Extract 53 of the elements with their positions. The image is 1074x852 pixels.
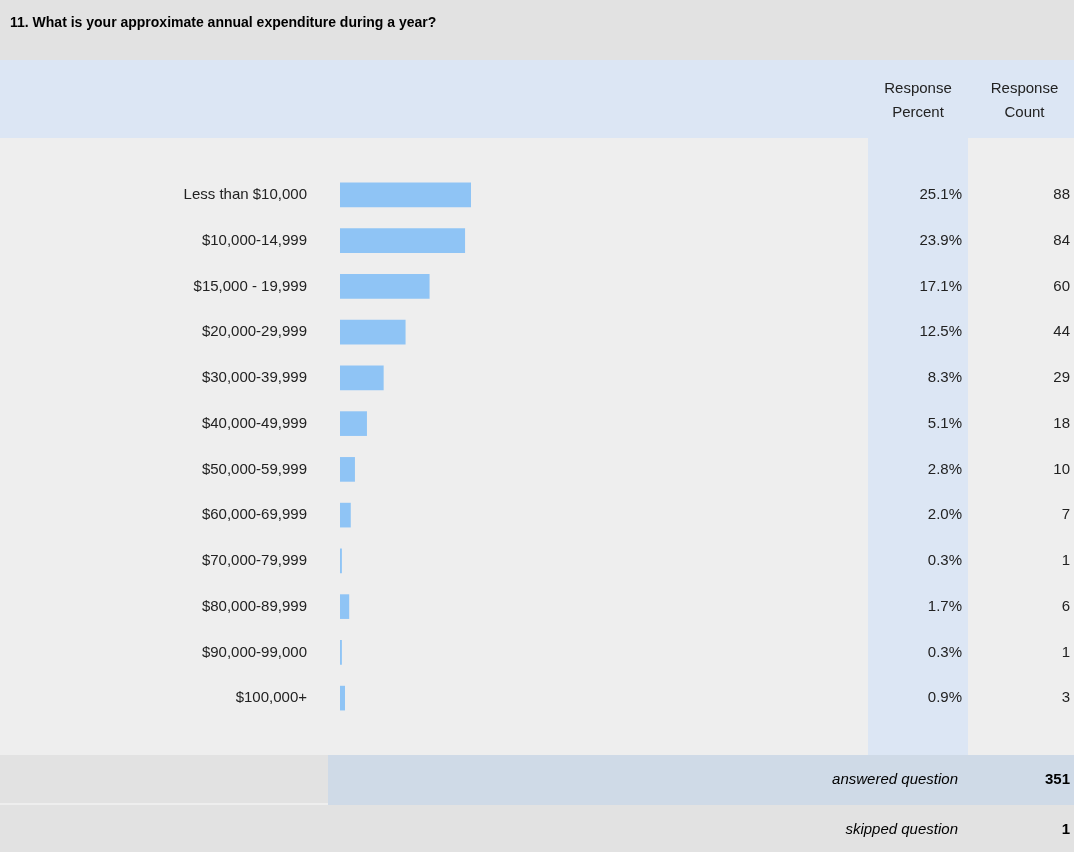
- bar: [340, 274, 430, 299]
- data-label: 0.3%: [927, 551, 962, 569]
- y-tick-label: $10,000-14,999: [201, 230, 307, 248]
- text: answered question: [832, 769, 958, 789]
- text: 29: [1053, 368, 1070, 386]
- text: 10: [1053, 459, 1070, 477]
- bar: [340, 228, 466, 253]
- bar: [340, 594, 350, 619]
- data-label: 2.0%: [927, 505, 962, 523]
- bar: [340, 457, 355, 482]
- text: 88: [1053, 185, 1070, 203]
- text: 3: [1061, 688, 1070, 706]
- y-tick-label: $40,000-49,999: [201, 413, 307, 431]
- data-label: 25.1%: [919, 185, 962, 203]
- y-tick-label: $100,000+: [235, 688, 308, 706]
- y-tick-label: $30,000-39,999: [201, 368, 307, 386]
- data-label: 5.1%: [927, 413, 962, 431]
- text: Response Percent: [883, 78, 953, 122]
- text: 1: [1061, 551, 1070, 569]
- y-tick-label: $70,000-79,999: [201, 551, 307, 569]
- text: 44: [1053, 322, 1070, 340]
- text: 84: [1053, 230, 1070, 248]
- y-tick-label: $80,000-89,999: [201, 596, 307, 614]
- y-tick-label: $60,000-69,999: [201, 505, 307, 523]
- bar: [340, 182, 471, 208]
- bar: [340, 411, 367, 436]
- y-tick-label: $90,000-99,000: [201, 642, 307, 660]
- text: 7: [1061, 505, 1070, 523]
- text: 6: [1061, 596, 1070, 614]
- bar: [340, 365, 384, 391]
- text: 60: [1053, 276, 1070, 294]
- text: 18: [1053, 413, 1070, 431]
- bar: [340, 685, 346, 711]
- data-label: 0.9%: [927, 688, 962, 706]
- bar: [340, 502, 351, 528]
- data-label: 2.8%: [927, 459, 962, 477]
- text: 1: [1061, 819, 1070, 839]
- bar: [340, 319, 406, 345]
- data-label: 23.9%: [919, 230, 962, 248]
- data-label: 17.1%: [919, 276, 962, 294]
- text: Response Count: [989, 78, 1060, 122]
- text: 351: [1044, 769, 1070, 789]
- data-label: 0.3%: [927, 642, 962, 660]
- y-tick-label: $15,000 - 19,999: [193, 276, 307, 294]
- data-label: 12.5%: [919, 322, 962, 340]
- y-tick-label: $50,000-59,999: [201, 459, 307, 477]
- y-tick-label: Less than $10,000: [183, 185, 307, 203]
- y-tick-label: $20,000-29,999: [201, 322, 307, 340]
- text: 1: [1061, 642, 1070, 660]
- data-label: 1.7%: [927, 596, 962, 614]
- text: 11. What is your approximate annual expenditure during a year?: [0, 0, 1074, 60]
- data-label: 8.3%: [927, 368, 962, 386]
- text: skipped question: [845, 819, 958, 839]
